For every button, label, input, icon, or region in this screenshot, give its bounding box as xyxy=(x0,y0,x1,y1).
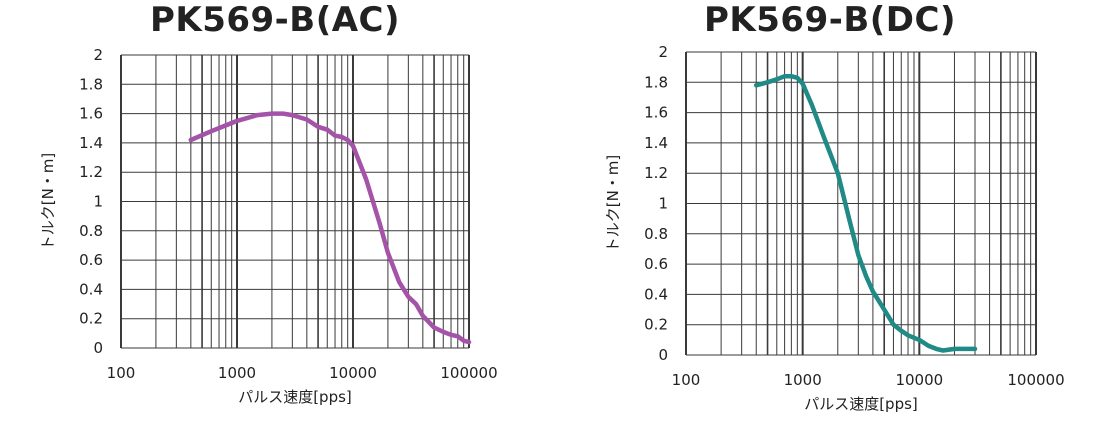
y-tick-label: 0 xyxy=(93,339,103,357)
chart-panel-ac: PK569-B(AC) 0 0.2 0.4 0.6 0.8 1 1.2 1.4 1.6 1.8 2 1… xyxy=(39,0,498,406)
y-axis-label: トルク[N・m] xyxy=(39,153,57,251)
y-tick-label: 0.6 xyxy=(644,255,668,273)
y-tick-label: 1.2 xyxy=(79,163,103,181)
y-tick-label: 1.4 xyxy=(79,134,103,152)
x-axis-label: パルス速度[pps] xyxy=(804,395,918,413)
y-axis-label: トルク[N・m] xyxy=(604,155,622,253)
torque-curve xyxy=(188,111,472,345)
y-tick-label: 0 xyxy=(658,346,668,364)
x-tick-label: 100000 xyxy=(440,364,497,382)
y-tick-label: 1.6 xyxy=(644,104,668,122)
y-tick-label: 1.8 xyxy=(644,73,668,91)
chart-title: PK569-B(DC) xyxy=(703,0,957,40)
y-tick-label: 1.4 xyxy=(644,134,668,152)
y-tick-label: 0.2 xyxy=(79,310,103,328)
y-tick-label: 0.2 xyxy=(644,316,668,334)
torque-curve xyxy=(753,73,978,353)
y-tick-label: 0.8 xyxy=(644,225,668,243)
x-tick-label: 10000 xyxy=(895,371,943,389)
chart-plot-ac: 0 0.2 0.4 0.6 0.8 1 1.2 1.4 1.6 1.8 2 100 1000 10000 1… xyxy=(39,46,498,406)
y-tick-label: 1.2 xyxy=(644,164,668,182)
y-tick-label: 2 xyxy=(658,43,668,61)
x-tick-label: 100 xyxy=(672,371,701,389)
y-tick-label: 1 xyxy=(658,195,668,213)
y-tick-label: 2 xyxy=(93,46,103,64)
chart-panel-dc: PK569-B(DC) 0 0.2 0.4 0.6 0.8 1 1.2 1.4 1.6 1.8 2 1… xyxy=(560,0,1100,422)
x-tick-label: 100 xyxy=(107,364,136,382)
x-axis-label: パルス速度[pps] xyxy=(238,388,352,406)
chart-plot-dc: 0 0.2 0.4 0.6 0.8 1 1.2 1.4 1.6 1.8 2 100 1000 10000 1… xyxy=(604,43,1065,413)
x-tick-label: 1000 xyxy=(218,364,256,382)
y-tick-label: 1 xyxy=(93,193,103,211)
x-tick-label: 10000 xyxy=(329,364,377,382)
y-tick-label: 0.6 xyxy=(79,251,103,269)
y-tick-label: 1.8 xyxy=(79,75,103,93)
y-tick-label: 0.4 xyxy=(644,285,668,303)
x-tick-label: 1000 xyxy=(784,371,822,389)
y-tick-label: 0.8 xyxy=(79,222,103,240)
y-tick-label: 1.6 xyxy=(79,105,103,123)
chart-title: PK569-B(AC) xyxy=(149,0,401,40)
x-tick-label: 100000 xyxy=(1007,371,1064,389)
y-tick-label: 0.4 xyxy=(79,280,103,298)
